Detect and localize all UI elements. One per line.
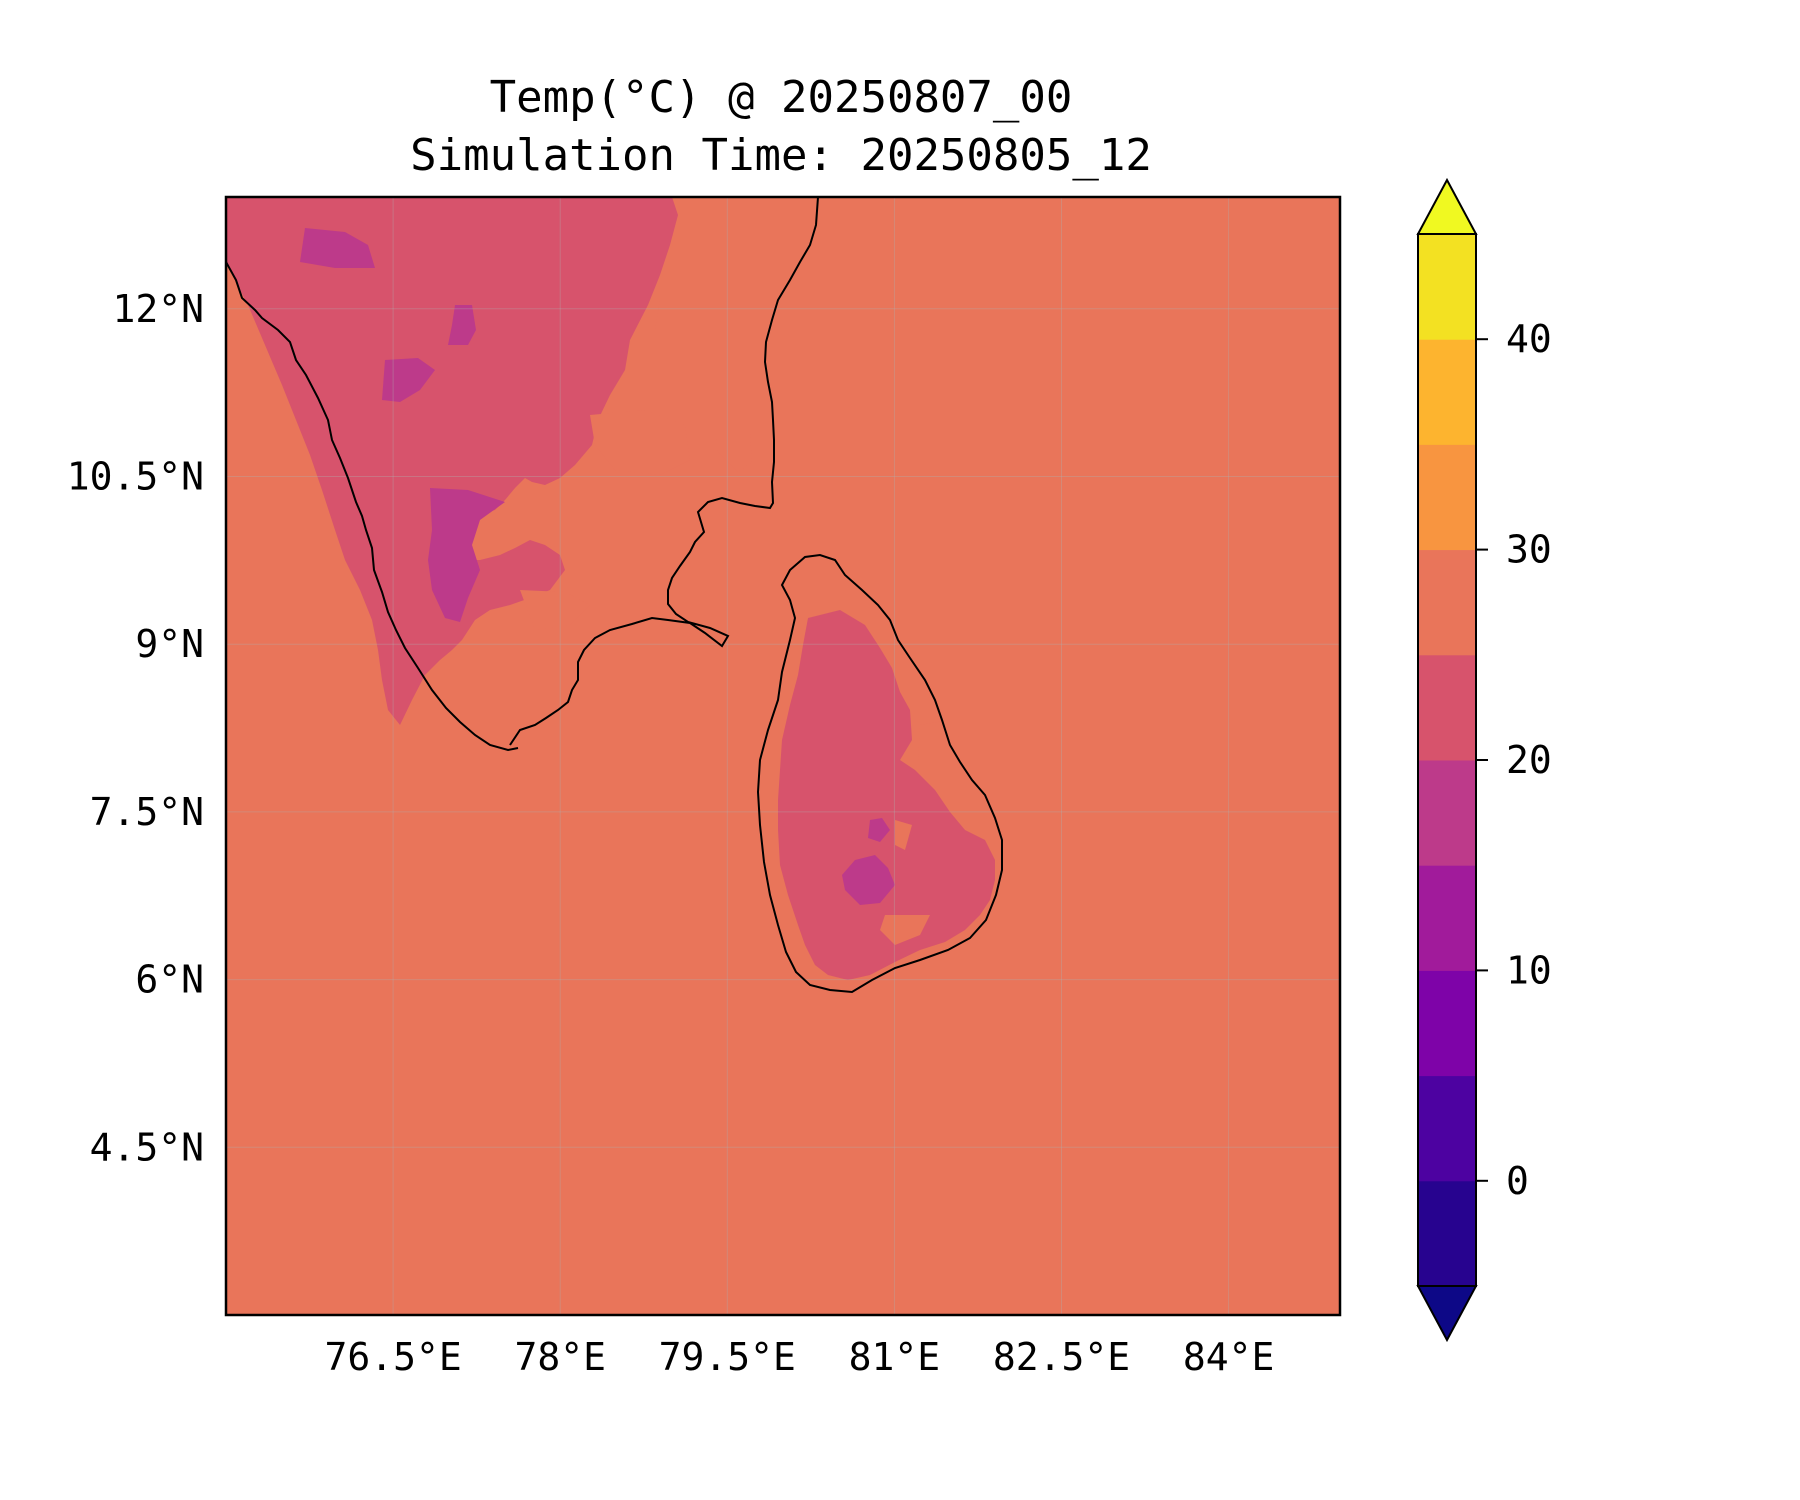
india-warm-patch-4 bbox=[715, 430, 752, 472]
map-title-line1: Temp(°C) @ 20250807_00 bbox=[490, 72, 1073, 123]
india-warm-patch-3 bbox=[520, 590, 590, 630]
colorbar-segment bbox=[1418, 1075, 1476, 1182]
colorbar-segment bbox=[1418, 760, 1476, 866]
sri-lanka-interior-fill bbox=[778, 610, 995, 980]
colorbar-segment bbox=[1418, 444, 1476, 551]
y-tick-label: 6°N bbox=[135, 958, 204, 1002]
colorbar-segment bbox=[1418, 970, 1476, 1077]
india-west-coastline bbox=[226, 261, 519, 752]
map-area bbox=[226, 197, 1340, 1315]
x-tick-label: 81°E bbox=[849, 1335, 941, 1379]
y-tick-label: 10.5°N bbox=[67, 455, 204, 499]
latitude-axis: 12°N 10.5°N 9°N 7.5°N 6°N 4.5°N bbox=[67, 287, 204, 1170]
gridlines bbox=[226, 197, 1340, 1315]
india-warm-patch-1 bbox=[655, 300, 735, 345]
colorbar-segment bbox=[1418, 549, 1476, 656]
india-cold-patch-3 bbox=[382, 358, 435, 402]
y-tick-label: 12°N bbox=[112, 287, 204, 331]
india-east-coastline bbox=[509, 197, 819, 746]
x-tick-label: 78°E bbox=[514, 1335, 606, 1379]
sri-lanka-cold-patch-1 bbox=[868, 818, 890, 842]
sri-lanka-warm-patch-2 bbox=[895, 820, 912, 850]
india-cold-patch-4 bbox=[428, 488, 505, 622]
colorbar-segment bbox=[1418, 865, 1476, 971]
colorbar-extend-min bbox=[1416, 1285, 1478, 1343]
map-title-line2: Simulation Time: 20250805_12 bbox=[410, 130, 1152, 181]
india-cold-patch-2 bbox=[448, 305, 476, 345]
x-tick-label: 79.5°E bbox=[659, 1335, 796, 1379]
colorbar: 0 10 20 30 40 bbox=[1416, 177, 1552, 1343]
colorbar-tick-label: 10 bbox=[1506, 948, 1552, 992]
sri-lanka-warm-patch-3 bbox=[880, 915, 930, 945]
colorbar-tick-label: 20 bbox=[1506, 738, 1552, 782]
colorbar-tick-label: 30 bbox=[1506, 528, 1552, 572]
longitude-axis: 76.5°E 78°E 79.5°E 81°E 82.5°E 84°E bbox=[324, 1335, 1274, 1379]
y-tick-label: 9°N bbox=[135, 622, 204, 666]
map-frame bbox=[224, 195, 1342, 1317]
colorbar-tick-label: 0 bbox=[1506, 1159, 1529, 1203]
colorbar-tick-label: 40 bbox=[1506, 317, 1552, 361]
y-tick-label: 4.5°N bbox=[90, 1125, 204, 1169]
sri-lanka-warm-patch-1 bbox=[918, 720, 968, 780]
india-cold-patch-1 bbox=[300, 228, 375, 268]
x-tick-label: 76.5°E bbox=[324, 1335, 461, 1379]
colorbar-extend-max bbox=[1416, 177, 1478, 235]
colorbar-segment bbox=[1418, 654, 1476, 761]
india-warm-patch-2 bbox=[590, 410, 690, 475]
x-tick-label: 84°E bbox=[1183, 1335, 1275, 1379]
colorbar-segment bbox=[1418, 234, 1476, 340]
colorbar-segment bbox=[1418, 339, 1476, 445]
sri-lanka-cold-patch-2 bbox=[842, 855, 895, 905]
india-interior-fill bbox=[226, 197, 678, 725]
colorbar-segment bbox=[1418, 1180, 1476, 1287]
sri-lanka-coastline bbox=[756, 553, 1003, 994]
y-tick-label: 7.5°N bbox=[90, 790, 204, 834]
x-tick-label: 82.5°E bbox=[993, 1335, 1130, 1379]
